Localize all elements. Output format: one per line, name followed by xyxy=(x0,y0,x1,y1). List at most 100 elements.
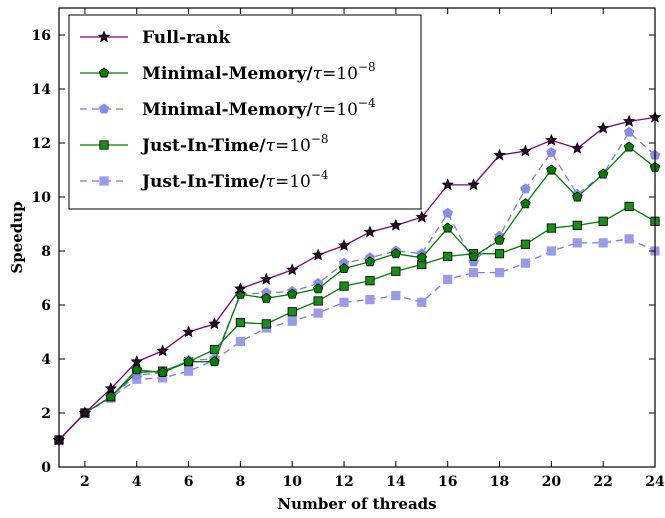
data-point xyxy=(235,317,245,328)
data-point xyxy=(546,164,557,175)
legend-item: Minimal-Memory/τ=10−4 xyxy=(80,96,376,120)
data-point xyxy=(624,234,634,244)
series-1 xyxy=(52,110,662,446)
x-tick-label: 18 xyxy=(490,474,509,490)
data-point xyxy=(261,292,272,303)
data-point xyxy=(546,246,556,256)
data-point xyxy=(546,146,557,157)
data-point xyxy=(545,133,558,146)
data-point xyxy=(441,178,454,191)
data-point xyxy=(261,319,271,329)
legend-label: Full-rank xyxy=(142,28,231,48)
data-point xyxy=(494,249,505,259)
data-point xyxy=(339,281,349,291)
data-point xyxy=(572,191,583,202)
data-point xyxy=(313,296,323,306)
data-point xyxy=(260,272,273,285)
legend-label: Just-In-Time/τ=10−8 xyxy=(140,132,329,156)
data-point xyxy=(572,220,582,230)
y-tick-label: 4 xyxy=(41,352,51,368)
data-point xyxy=(442,222,453,233)
data-point xyxy=(623,126,635,137)
x-tick-label: 20 xyxy=(542,474,562,490)
data-point xyxy=(339,297,349,307)
data-point xyxy=(519,144,532,157)
x-tick-label: 6 xyxy=(184,474,194,490)
data-point xyxy=(622,114,636,127)
y-tick-label: 6 xyxy=(41,298,51,314)
series-line xyxy=(58,205,656,441)
legend-marker xyxy=(99,140,109,150)
data-point xyxy=(312,283,324,294)
data-point xyxy=(598,216,608,226)
y-tick-label: 10 xyxy=(32,190,52,206)
data-point xyxy=(182,325,195,338)
legend-marker xyxy=(97,30,111,43)
y-tick-label: 2 xyxy=(41,406,51,422)
x-tick-label: 14 xyxy=(386,474,406,490)
data-point xyxy=(156,344,169,357)
x-tick-label: 10 xyxy=(282,474,302,490)
y-tick-label: 16 xyxy=(32,28,51,44)
legend-label: Minimal-Memory/τ=10−8 xyxy=(142,60,376,84)
legend-label: Minimal-Memory/τ=10−4 xyxy=(142,96,376,120)
data-point xyxy=(365,294,375,305)
data-point xyxy=(183,366,194,376)
data-point xyxy=(313,308,323,318)
data-point xyxy=(571,141,584,154)
series-layer xyxy=(52,110,662,446)
data-point xyxy=(468,250,479,261)
data-point xyxy=(390,248,402,259)
plot-frame xyxy=(58,7,656,468)
data-point xyxy=(131,364,142,375)
data-point xyxy=(416,252,428,263)
y-tick-label: 0 xyxy=(41,460,51,476)
legend: Full-rank Minimal-Memory/τ=10−8 Minimal-Me… xyxy=(68,14,422,210)
data-point xyxy=(287,316,297,326)
y-tick-label: 14 xyxy=(32,82,52,98)
series-line xyxy=(58,238,656,441)
x-axis-title: Number of threads xyxy=(277,495,436,513)
data-point xyxy=(104,382,118,394)
data-point xyxy=(623,141,635,152)
data-point xyxy=(467,178,480,191)
data-point xyxy=(157,367,168,377)
data-point xyxy=(546,223,556,233)
data-point xyxy=(598,238,608,248)
legend-label: Just-In-Time/τ=10−4 xyxy=(140,168,329,192)
data-point xyxy=(235,336,245,347)
data-point xyxy=(389,218,403,231)
data-point xyxy=(183,356,194,367)
data-point xyxy=(209,356,220,367)
x-tick-label: 22 xyxy=(593,474,612,490)
data-point xyxy=(364,256,376,267)
legend-box xyxy=(68,14,422,210)
data-point xyxy=(596,121,610,134)
legend-marker xyxy=(99,176,109,186)
series-5 xyxy=(54,234,660,445)
data-point xyxy=(208,317,221,330)
legend-item: Just-In-Time/τ=10−4 xyxy=(80,168,329,192)
data-point xyxy=(443,274,453,284)
data-point xyxy=(442,207,453,218)
legend-item: Just-In-Time/τ=10−8 xyxy=(80,132,329,156)
data-point xyxy=(287,307,297,317)
data-point xyxy=(338,263,350,274)
data-point xyxy=(391,290,401,301)
x-tick-label: 8 xyxy=(236,474,246,490)
legend-marker xyxy=(98,103,110,114)
data-point xyxy=(469,267,479,278)
data-point xyxy=(494,267,505,278)
data-point xyxy=(417,297,427,307)
data-point xyxy=(520,239,531,249)
legend-item: Full-rank xyxy=(80,28,231,48)
data-point xyxy=(105,391,117,402)
y-axis-title: Speedup xyxy=(8,201,26,273)
data-point xyxy=(520,198,531,209)
data-point xyxy=(311,248,325,261)
data-point xyxy=(234,282,247,295)
data-point xyxy=(130,355,143,367)
x-tick-label: 16 xyxy=(438,474,457,490)
